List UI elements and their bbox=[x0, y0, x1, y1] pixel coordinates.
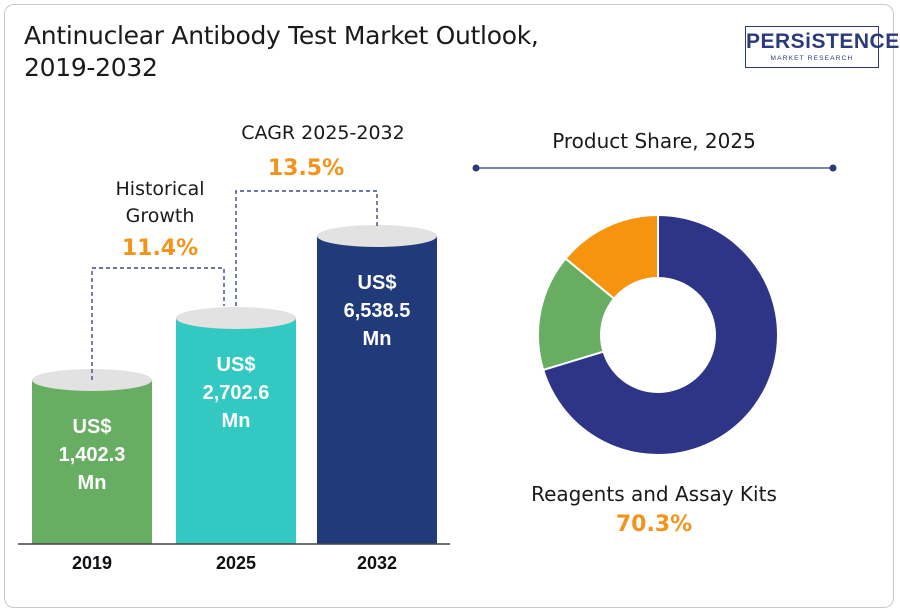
bar-chart: US$ 1,402.3 Mn 2019 US$ 2,702.6 Mn 2025 US$ 6,538… bbox=[32, 225, 437, 573]
cagr-connector bbox=[235, 190, 378, 306]
page-title: Antinuclear Antibody Test Market Outlook… bbox=[24, 21, 539, 82]
bar-2032 bbox=[317, 236, 437, 544]
historical-growth-value: 11.4% bbox=[122, 236, 198, 261]
bar-value-label-2032-2: 6,538.5 bbox=[344, 300, 411, 322]
x-tick-2032: 2032 bbox=[357, 553, 397, 573]
x-tick-2025: 2025 bbox=[216, 553, 256, 573]
bar-cap-2032 bbox=[317, 225, 437, 247]
bar-value-label-2019-2: 1,402.3 bbox=[59, 444, 126, 466]
rule-dot-right bbox=[829, 164, 837, 172]
bar-value-label-2032-1: US$ bbox=[358, 272, 397, 294]
reagents-label: Reagents and Assay Kits bbox=[531, 482, 777, 506]
persistence-logo: PERSiSTENCE MARKET RESEARCH bbox=[745, 26, 900, 68]
rule-dot-left bbox=[472, 164, 480, 172]
reagents-value: 70.3% bbox=[616, 512, 692, 537]
bar-value-label-2025-1: US$ bbox=[217, 354, 256, 376]
bar-2025 bbox=[176, 318, 296, 544]
bar-value-label-2025-3: Mn bbox=[222, 410, 251, 432]
donut-slice-3 bbox=[564, 213, 659, 301]
historical-label-line2: Growth bbox=[126, 205, 195, 227]
donut-chart bbox=[537, 213, 779, 456]
bar-2019 bbox=[32, 380, 152, 544]
bar-cap-2025 bbox=[176, 307, 296, 329]
cagr-label: CAGR 2025-2032 bbox=[241, 122, 404, 144]
logo-subtitle: MARKET RESEARCH bbox=[770, 55, 854, 62]
cagr-value: 13.5% bbox=[268, 156, 344, 181]
bar-value-label-2019-1: US$ bbox=[73, 416, 112, 438]
bar-value-label-2032-3: Mn bbox=[363, 328, 392, 350]
historical-label-line1: Historical bbox=[116, 178, 205, 200]
historical-growth-connector bbox=[91, 267, 225, 380]
bar-value-label-2025-2: 2,702.6 bbox=[203, 382, 270, 404]
logo-word: PERSiSTENCE bbox=[746, 30, 900, 53]
card-frame bbox=[4, 4, 894, 608]
donut-title: Product Share, 2025 bbox=[552, 129, 756, 153]
donut-slice-1 bbox=[541, 213, 779, 456]
bar-value-label-2019-3: Mn bbox=[78, 472, 107, 494]
x-tick-2019: 2019 bbox=[72, 553, 112, 573]
